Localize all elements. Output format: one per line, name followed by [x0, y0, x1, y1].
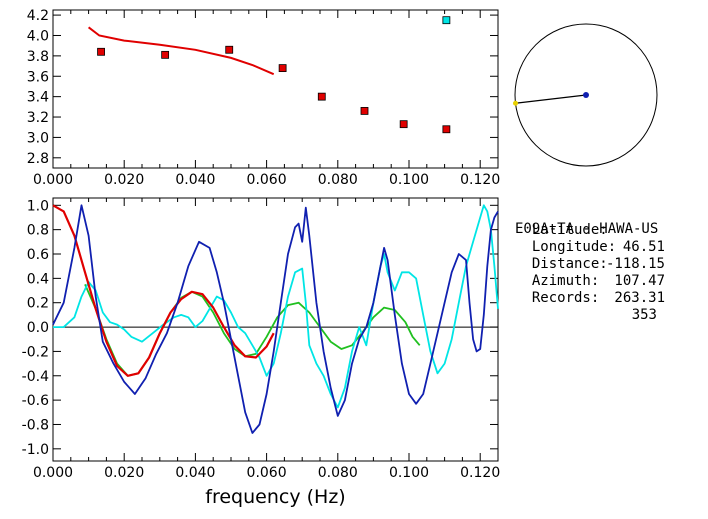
top-x-tick-label: 0.120: [460, 172, 500, 188]
bottom-y-tick-label: -0.2: [22, 344, 49, 360]
top-x-tick-label: 0.040: [175, 172, 215, 188]
top-y-tick-label: 3.0: [27, 130, 49, 146]
bottom-x-tick-label: 0.000: [33, 465, 73, 481]
distance-label: Distance:: [531, 256, 608, 272]
latitude-row: Latitude: 46.51: [515, 205, 690, 256]
azimuth-value: 263.31: [614, 290, 665, 306]
bottom-x-tick-label: 0.080: [318, 465, 358, 481]
top-x-tick-label: 0.000: [33, 172, 73, 188]
longitude-label: Longitude:: [531, 239, 617, 255]
station-marker: [512, 100, 518, 106]
azimuth-circle: [512, 23, 658, 167]
top-measured-point: [442, 125, 451, 134]
top-measured-point: [399, 120, 408, 129]
top-measured-point: [161, 50, 170, 59]
distance-value: 107.47: [614, 273, 665, 289]
top-measured-point: [278, 64, 287, 73]
waveform-plot: 0.000 0.020 0.040 0.060 0.080 0.100 0.120 1.0 0.…: [22, 197, 500, 508]
distance-row: Distance: 107.47: [515, 239, 690, 290]
station-title: E09A-TA - HAWA-US: [515, 221, 659, 237]
top-frame: [52, 9, 499, 169]
latitude-label: Latitude:: [531, 222, 608, 238]
azimuth-label: Azimuth:: [531, 273, 600, 289]
top-measured-point: [225, 45, 234, 54]
azimuth-ring: [514, 23, 658, 167]
records-label: Records:: [531, 290, 600, 306]
longitude-value: -118.15: [605, 256, 665, 272]
source-marker: [583, 92, 589, 98]
records-row: Records: 353: [515, 273, 690, 324]
top-y-tick-label: 3.6: [27, 69, 49, 85]
top-measured-alt-point: [442, 16, 451, 25]
top-model-line: [87, 26, 275, 76]
bottom-y-tick-label: -0.8: [22, 417, 49, 433]
dispersion-plot: 0.000 0.020 0.040 0.060 0.080 0.100 0.120 2.8 3.…: [27, 8, 501, 188]
bottom-x-tick-label: 0.020: [104, 465, 144, 481]
bottom-y-tick-label: -0.4: [22, 369, 49, 385]
top-measured-point: [317, 92, 326, 101]
top-y-tick-label: 3.2: [27, 110, 49, 126]
bottom-x-tick-label: 0.060: [247, 465, 287, 481]
top-x-tick-label: 0.020: [104, 172, 144, 188]
top-measured-point: [97, 47, 105, 56]
bottom-cyan-series: [53, 204, 499, 409]
bottom-red-series: [52, 204, 275, 377]
bottom-y-tick-label: 1.0: [27, 198, 49, 214]
top-y-tick-label: 3.8: [27, 49, 49, 65]
station-info-panel: E09A-TA - HAWA-US: [515, 187, 658, 255]
azimuth-row: Azimuth: 263.31: [515, 256, 690, 307]
bottom-y-tick-label: 0.6: [27, 247, 49, 263]
bottom-y-tick-label: 0.2: [27, 296, 49, 312]
top-x-tick-label: 0.080: [318, 172, 358, 188]
bottom-frame: [52, 197, 499, 462]
bottom-blue-series: [52, 204, 499, 434]
azimuth-ray: [515, 94, 587, 104]
top-y-tick-label: 4.0: [27, 28, 49, 44]
top-y-tick-label: 2.8: [27, 151, 49, 167]
top-y-tick-label: 3.4: [27, 90, 49, 106]
bottom-x-tick-label: 0.120: [460, 465, 500, 481]
latitude-value: 46.51: [622, 239, 665, 255]
longitude-row: Longitude: -118.15: [515, 222, 690, 273]
records-value: 353: [631, 307, 657, 323]
top-y-tick-label: 4.2: [27, 8, 49, 24]
top-x-tick-label: 0.100: [389, 172, 429, 188]
bottom-y-tick-label: 0.0: [27, 320, 49, 336]
x-axis-title: frequency (Hz): [205, 486, 345, 508]
top-x-tick-label: 0.060: [247, 172, 287, 188]
bottom-y-tick-label: -0.6: [22, 393, 49, 409]
bottom-y-tick-label: 0.8: [27, 223, 49, 239]
bottom-y-tick-label: -1.0: [22, 442, 49, 458]
top-measured-point: [360, 107, 369, 115]
bottom-x-tick-label: 0.040: [175, 465, 215, 481]
bottom-y-tick-label: 0.4: [27, 271, 49, 287]
bottom-x-tick-label: 0.100: [389, 465, 429, 481]
